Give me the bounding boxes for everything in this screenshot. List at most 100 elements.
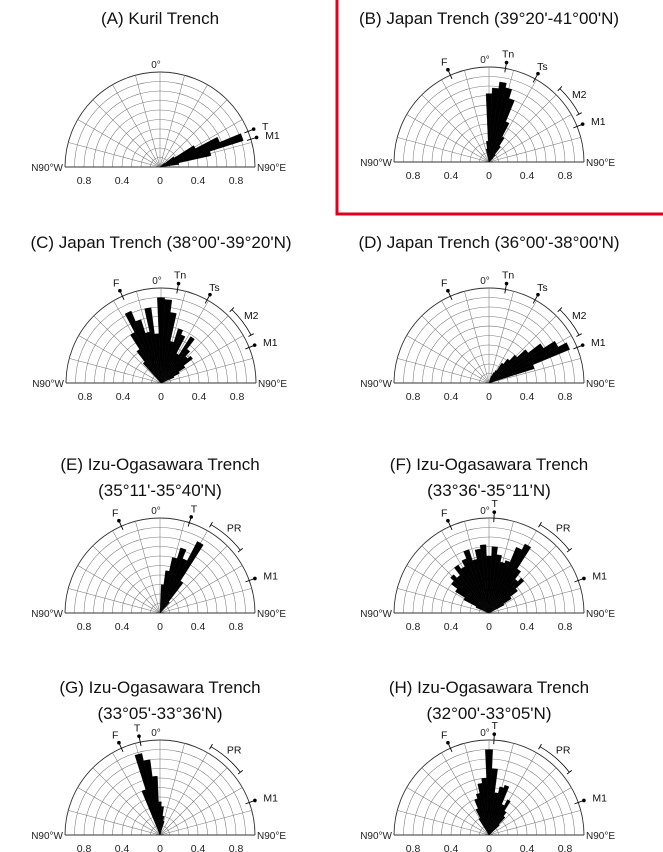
- rose-petal: [135, 319, 162, 384]
- tick-label: 0.8: [230, 391, 245, 403]
- direction-marker-label: Ts: [537, 61, 548, 73]
- axis-label-west: N90°W: [360, 831, 392, 842]
- grid-spoke: [160, 358, 253, 384]
- tick-label: 0: [486, 843, 492, 852]
- tick-label: 0: [486, 391, 492, 403]
- rose-panel-d: (D) Japan Trench (36°00'-38°00'N) M2 F Tn Ts…: [358, 233, 619, 403]
- grid-spoke: [92, 767, 161, 836]
- grid-spoke: [112, 752, 161, 836]
- grid-spoke: [77, 119, 161, 168]
- direction-marker-label: F: [112, 508, 118, 520]
- rose-panel-c: (C) Japan Trench (38°00'-39°20'N) M2 F Tn Ts…: [30, 233, 291, 403]
- grid-spoke: [92, 99, 161, 168]
- range-arc-label: PR: [227, 745, 242, 757]
- range-arc-end: [209, 521, 213, 528]
- direction-marker-tip: [492, 732, 497, 736]
- grid-spoke: [78, 335, 162, 384]
- range-arc: [539, 524, 570, 551]
- axis-label-east: N90°E: [586, 831, 615, 842]
- tick-label: 0.4: [115, 621, 130, 633]
- tick-label: 0.4: [115, 175, 130, 187]
- tick-label: 0.8: [558, 170, 573, 182]
- rose-petal: [454, 564, 490, 614]
- axis-label-east: N90°E: [586, 609, 615, 620]
- direction-marker-label: T: [492, 720, 499, 732]
- panel-subtitle: (35°11'-35°40'N): [98, 481, 222, 500]
- grid-spoke: [93, 315, 162, 384]
- highlight-frame: [335, 0, 663, 216]
- grid-spoke: [488, 767, 557, 836]
- rose-petal: [488, 568, 522, 614]
- rose-petal: [479, 544, 490, 614]
- axis-label-east: N90°E: [257, 831, 286, 842]
- tick-label: 0.4: [520, 391, 535, 403]
- rose-petal: [158, 801, 162, 836]
- tick-label: 0.8: [406, 621, 421, 633]
- grid-spoke: [406, 335, 490, 384]
- axis-label-west: N90°W: [31, 609, 63, 620]
- rose-petal: [159, 133, 244, 168]
- grid-spoke: [397, 358, 490, 384]
- direction-marker-label: T: [191, 503, 198, 515]
- rose-petal: [488, 136, 505, 163]
- direction-marker-tip: [117, 740, 121, 745]
- tick-label: 0: [486, 170, 492, 182]
- grid-spoke: [488, 300, 537, 384]
- panel-title: (C) Japan Trench (38°00'-39°20'N): [30, 233, 291, 252]
- range-arc-end: [557, 307, 563, 313]
- rose-petal: [488, 603, 505, 614]
- range-arc-end: [209, 743, 213, 750]
- axis-label-east: N90°E: [257, 609, 286, 620]
- range-arc-label: M2: [244, 310, 259, 322]
- panel-title: (G) Izu-Ogasawara Trench: [59, 678, 260, 697]
- grid-spoke: [488, 114, 572, 163]
- direction-marker-label: M1: [591, 337, 606, 349]
- rose-petal: [159, 151, 212, 168]
- rose-petal: [144, 307, 162, 384]
- grid-spoke: [159, 99, 228, 168]
- panel-title: (H) Izu-Ogasawara Trench: [389, 678, 589, 697]
- grid-spoke: [68, 588, 161, 614]
- grid-spoke: [488, 291, 514, 384]
- axis-label-north: 0°: [480, 55, 490, 66]
- direction-marker-tip: [137, 734, 141, 739]
- rose-petal: [159, 547, 187, 614]
- direction-marker-label: F: [441, 57, 447, 69]
- range-arc-label: M2: [572, 89, 587, 101]
- tick-label: 0.8: [406, 391, 421, 403]
- tick-label: 0.4: [444, 843, 459, 852]
- direction-marker-tip: [536, 71, 540, 76]
- rose-petal: [488, 340, 559, 384]
- tick-label: 0.8: [77, 621, 92, 633]
- rose-petal: [134, 753, 161, 836]
- rose-panel-a: (A) Kuril Trench TM1 0° N90°W N90°E 0.8 0.4 0 0.…: [31, 9, 286, 187]
- rose-petal: [488, 157, 494, 163]
- panel-title: (D) Japan Trench (36°00'-38°00'N): [358, 233, 619, 252]
- direction-marker-label: Tn: [502, 270, 514, 282]
- axis-label-north: 0°: [151, 728, 161, 739]
- axis-label-east: N90°E: [586, 158, 615, 169]
- tick-label: 0: [157, 621, 163, 633]
- grid-spoke: [488, 94, 557, 163]
- direction-marker-label: F: [441, 508, 447, 520]
- rose-panel-h: (H) Izu-Ogasawara Trench (32°00'-33°05'N)…: [360, 678, 615, 852]
- tick-label: 0.8: [78, 391, 93, 403]
- axis-label-west: N90°W: [31, 163, 63, 174]
- tick-label: 0.4: [520, 843, 535, 852]
- rose-petal: [152, 775, 161, 836]
- tick-label: 0.8: [406, 843, 421, 852]
- grid-spoke: [159, 787, 243, 836]
- tick-label: 0: [486, 621, 492, 633]
- direction-marker-label: M1: [592, 570, 607, 582]
- tick-label: 0: [157, 843, 163, 852]
- direction-marker-tip: [189, 515, 194, 519]
- direction-marker-label: F: [441, 278, 447, 290]
- rose-petal: [488, 824, 500, 836]
- grid-spoke: [159, 588, 252, 614]
- grid-spoke: [159, 752, 208, 836]
- direction-marker-label: Tn: [174, 270, 186, 282]
- panel-title: (F) Izu-Ogasawara Trench: [390, 455, 588, 474]
- grid-spoke: [159, 565, 243, 614]
- rose-petal: [488, 799, 511, 836]
- range-arc-end: [538, 743, 542, 750]
